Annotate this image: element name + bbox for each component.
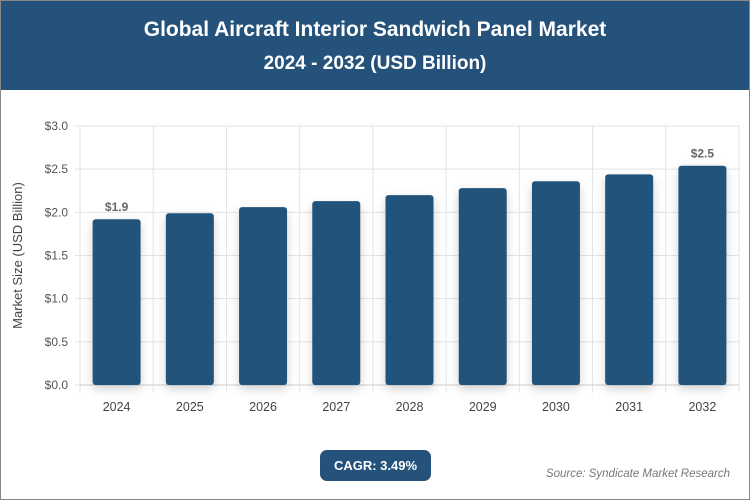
y-tick-label: $0.0 — [45, 378, 69, 392]
bar-2025 — [165, 213, 214, 385]
chart-subtitle: 2024 - 2032 (USD Billion) — [263, 53, 487, 74]
bar-2027 — [312, 201, 361, 385]
data-label: $2.5 — [691, 147, 715, 161]
x-tick-label: 2029 — [469, 400, 497, 414]
bar-2029 — [458, 188, 507, 385]
bar-2026 — [239, 207, 288, 385]
x-tick-label: 2024 — [103, 400, 131, 414]
y-tick-label: $2.0 — [45, 205, 69, 219]
y-tick-label: $3.0 — [45, 119, 69, 133]
cagr-badge: CAGR: 3.49% — [320, 450, 431, 481]
y-tick-label: $1.0 — [45, 292, 69, 306]
bar-2031 — [605, 174, 654, 385]
data-label: $1.9 — [105, 200, 129, 214]
y-axis-title: Market Size (USD Billion) — [10, 182, 25, 329]
y-tick-label: $2.5 — [45, 162, 69, 176]
x-tick-label: 2025 — [176, 400, 204, 414]
x-tick-label: 2031 — [615, 400, 643, 414]
bar-2032 — [678, 165, 727, 385]
x-tick-label: 2030 — [542, 400, 570, 414]
chart-header: Global Aircraft Interior Sandwich Panel … — [1, 1, 749, 90]
x-tick-label: 2027 — [322, 400, 350, 414]
y-tick-label: $1.5 — [45, 249, 69, 263]
bar-2024 — [92, 219, 141, 385]
x-tick-label: 2028 — [396, 400, 424, 414]
source-note: Source: Syndicate Market Research — [545, 468, 730, 480]
bar-2028 — [385, 195, 434, 385]
x-tick-label: 2032 — [688, 400, 716, 414]
y-tick-label: $0.5 — [45, 335, 69, 349]
x-tick-label: 2026 — [249, 400, 277, 414]
bar-2030 — [531, 181, 580, 385]
chart-title: Global Aircraft Interior Sandwich Panel … — [143, 18, 607, 41]
